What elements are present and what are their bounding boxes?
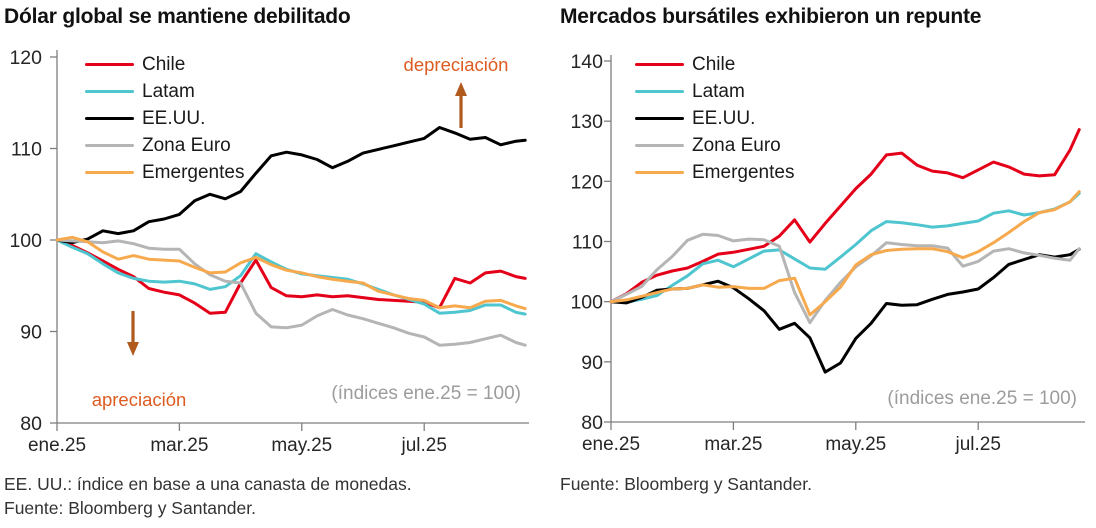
fx-chart-title: Dólar global se mantiene debilitado <box>4 5 351 28</box>
legend-item: Chile <box>85 51 244 78</box>
legend-swatch <box>85 170 134 175</box>
legend-swatch <box>635 89 684 94</box>
legend-label: Chile <box>692 53 736 75</box>
y-tick-label: 80 <box>20 413 42 435</box>
series-line-latam <box>609 191 1081 304</box>
annotation-label: apreciación <box>92 389 187 410</box>
legend-label: Emergentes <box>692 161 795 183</box>
y-tick-label: 90 <box>20 322 42 344</box>
series-line-zona-euro <box>55 238 527 347</box>
series-line-chile <box>609 128 1081 304</box>
fx-chart-legend: Chile Latam EE.UU. Zona Euro Emergentes <box>85 51 244 186</box>
legend-swatch <box>85 116 134 121</box>
equity-chart-panel: Mercados bursátiles exhibieron un repunt… <box>548 0 1096 528</box>
fx-chart-panel: Dólar global se mantiene debilitado 80 90… <box>4 5 529 520</box>
x-tick-label: ene.25 <box>582 434 640 455</box>
legend-swatch <box>635 62 684 67</box>
equity-chart-footnotes: Fuente: Bloomberg y Santander. <box>560 472 812 496</box>
legend-swatch <box>85 62 134 67</box>
y-tick-label: 120 <box>570 171 603 193</box>
legend-swatch <box>85 89 134 94</box>
y-tick-label: 80 <box>581 412 603 434</box>
footnote-line: Fuente: Bloomberg y Santander. <box>560 474 812 494</box>
y-tick-label: 100 <box>9 230 42 252</box>
annotation-label: depreciación <box>404 54 509 75</box>
footnote-line: Fuente: Bloomberg y Santander. <box>4 498 256 518</box>
equity-chart-plot: 80 90 100 110 120 130 140 ene.25 mar.25 may.25 jul… <box>570 51 1085 455</box>
equity-chart-title: Mercados bursátiles exhibieron un repunt… <box>560 5 982 28</box>
legend-label: EE.UU. <box>692 107 756 129</box>
legend-item: EE.UU. <box>635 105 794 132</box>
legend-item: Zona Euro <box>85 132 244 159</box>
legend-item: Zona Euro <box>635 132 794 159</box>
index-base-note: (índices ene.25 = 100) <box>887 388 1077 409</box>
x-tick-label: jul.25 <box>954 434 1000 455</box>
y-tick-label: 90 <box>581 352 603 374</box>
y-tick-label: 120 <box>9 47 42 69</box>
y-tick-label: 100 <box>570 292 603 314</box>
series-line-ee-uu- <box>55 126 527 245</box>
fx-chart-plot: 80 90 100 110 120 ene.25 mar.25 may.25 jul.25 (ín… <box>9 47 529 456</box>
legend-swatch <box>635 170 684 175</box>
equity-chart-legend: Chile Latam EE.UU. Zona Euro Emergentes <box>635 51 794 186</box>
x-tick-label: ene.25 <box>28 435 86 456</box>
legend-item: EE.UU. <box>85 105 244 132</box>
legend-item: Emergentes <box>635 159 794 186</box>
fx-chart-footnotes: EE. UU.: índice en base a una canasta de… <box>4 472 412 520</box>
legend-item: Latam <box>635 78 794 105</box>
series-line-emergentes <box>55 235 527 311</box>
y-tick-label: 140 <box>570 51 603 73</box>
annotation-arrow-up-head <box>455 82 467 96</box>
legend-label: Zona Euro <box>142 134 231 156</box>
legend-label: EE.UU. <box>142 107 206 129</box>
x-tick-label: jul.25 <box>400 435 446 456</box>
annotation-arrow-down-head <box>127 342 139 356</box>
y-tick-label: 110 <box>11 139 42 161</box>
legend-label: Emergentes <box>142 161 245 183</box>
legend-item: Chile <box>635 51 794 78</box>
legend-swatch <box>635 116 684 121</box>
series-line-emergentes <box>609 190 1081 317</box>
legend-label: Latam <box>142 80 195 102</box>
legend-swatch <box>85 143 134 148</box>
legend-label: Latam <box>692 80 745 102</box>
legend-label: Zona Euro <box>692 134 781 156</box>
y-tick-label: 130 <box>570 111 603 133</box>
x-tick-label: mar.25 <box>150 435 208 456</box>
legend-swatch <box>635 143 684 148</box>
index-base-note: (índices ene.25 = 100) <box>331 383 521 404</box>
x-tick-label: mar.25 <box>704 434 762 455</box>
legend-item: Latam <box>85 78 244 105</box>
footnote-line: EE. UU.: índice en base a una canasta de… <box>4 474 412 494</box>
x-tick-label: may.25 <box>825 434 886 455</box>
legend-label: Chile <box>142 53 186 75</box>
x-tick-label: may.25 <box>271 435 332 456</box>
legend-item: Emergentes <box>85 159 244 186</box>
y-tick-label: 110 <box>572 231 603 253</box>
